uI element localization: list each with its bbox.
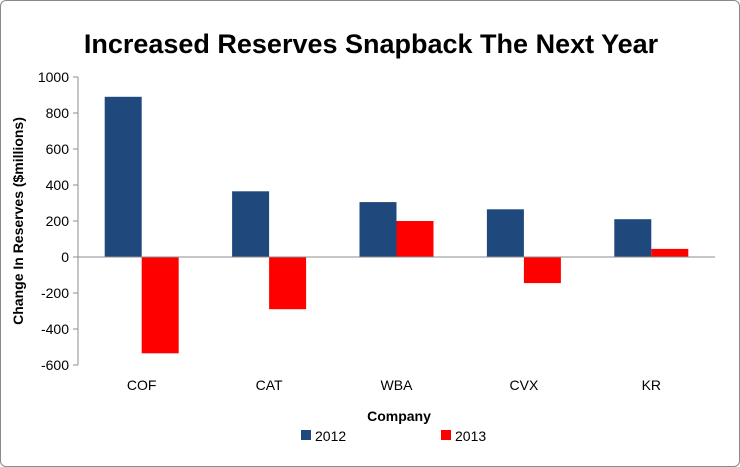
x-tick-label: KR [642, 377, 661, 393]
plot-area: 1000 800 600 400 200 0 -200 -400 -600 COF CAT WBA CV… [38, 69, 715, 393]
y-tick-label: -400 [41, 321, 69, 337]
bar-kr-2013 [651, 248, 689, 257]
bar-cvx-2012 [486, 209, 524, 257]
legend-swatch-2012 [301, 430, 311, 440]
y-tick-label: 400 [46, 177, 70, 193]
x-tick-label: WBA [381, 377, 414, 393]
bar-wba-2012 [359, 202, 397, 257]
bar-cof-2012 [104, 96, 142, 257]
y-tick-label: 200 [46, 213, 70, 229]
y-tick-label: 800 [46, 105, 70, 121]
y-tick-label: -600 [41, 357, 69, 373]
bar-wba-2013 [396, 221, 434, 257]
x-tick-label: COF [127, 377, 157, 393]
bar-cof-2013 [141, 257, 179, 354]
y-tick-label: -200 [41, 285, 69, 301]
bar-kr-2012 [614, 219, 652, 257]
x-axis-label: Company [367, 408, 431, 424]
legend-label-2012: 2012 [315, 428, 346, 444]
bar-cvx-2013 [523, 257, 561, 284]
y-tick-label: 1000 [38, 69, 69, 85]
legend: 2012 2013 [301, 428, 486, 444]
y-tick-label: 0 [61, 249, 69, 265]
chart-title: Increased Reserves Snapback The Next Yea… [84, 29, 659, 59]
y-tick-label: 600 [46, 141, 70, 157]
bar-cat-2013 [269, 257, 307, 310]
legend-label-2013: 2013 [455, 428, 486, 444]
x-tick-label: CVX [510, 377, 539, 393]
x-tick-label: CAT [256, 377, 283, 393]
bar-cat-2012 [232, 191, 270, 257]
y-axis-label: Change In Reserves ($millions) [10, 117, 26, 325]
legend-swatch-2013 [441, 430, 451, 440]
